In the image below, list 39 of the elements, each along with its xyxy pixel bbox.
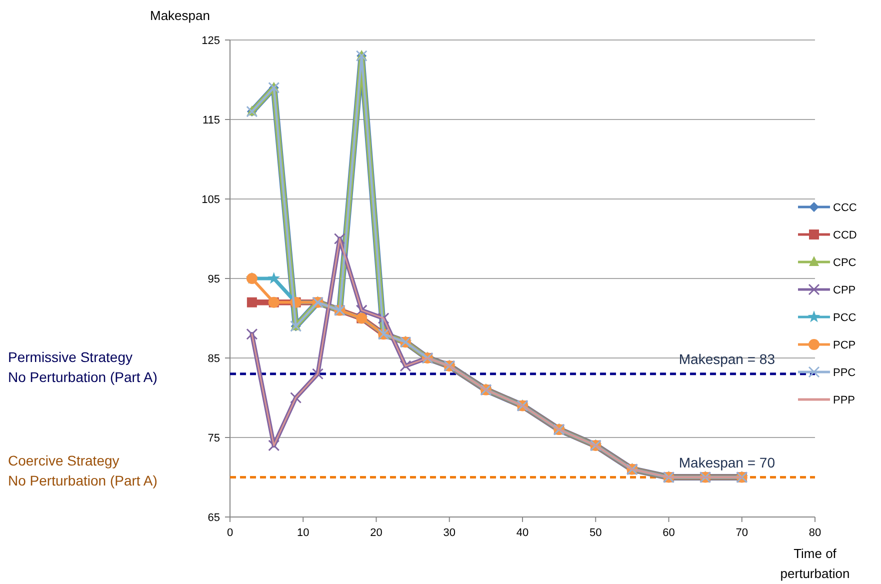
legend-label: PPC [833, 366, 856, 379]
x-tick-label: 60 [662, 527, 675, 539]
legend-label: CCD [833, 229, 857, 242]
point [290, 392, 302, 404]
x-tick-label: 50 [590, 527, 602, 539]
y-tick-label: 95 [208, 273, 220, 286]
point [334, 233, 346, 244]
text: Coercive Strategy No Perturbation (Part A) [8, 452, 158, 488]
point [378, 312, 390, 324]
legend-label: CCC [833, 202, 857, 214]
x-tick-label: 40 [516, 527, 529, 539]
x-tick-label: 20 [370, 527, 382, 539]
point [246, 297, 257, 308]
point [268, 440, 280, 452]
point [356, 304, 368, 316]
legend-label: PCC [833, 312, 856, 324]
x-tick-label: 30 [443, 527, 456, 539]
ref-line-label: Makespan = 70 [678, 454, 776, 470]
y-tick-label: 105 [202, 194, 220, 206]
legend-label: CPP [833, 284, 856, 296]
x-axis-title: Time of perturbation [780, 546, 850, 581]
x-tick-label: 0 [226, 527, 234, 539]
legend-label: PPP [833, 394, 856, 406]
y-tick-label: 115 [202, 114, 220, 126]
legend-label: CPC [833, 256, 856, 269]
ref-line-label: Makespan = 83 [678, 350, 776, 367]
point [246, 328, 258, 340]
point [400, 360, 412, 372]
y-tick-label: 65 [208, 512, 220, 524]
y-tick-label: 75 [208, 432, 220, 444]
legend-label: PCP [833, 339, 856, 352]
point [268, 272, 280, 284]
y-tick-label: 85 [208, 352, 220, 365]
y-tick-label: 125 [202, 34, 220, 47]
text: Permissive Strategy No Perturbation (Part A) [8, 348, 158, 385]
x-tick-label: 70 [736, 527, 748, 539]
y-axis-title: Makespan [150, 8, 210, 23]
x-tick-label: 80 [808, 527, 822, 539]
x-tick-label: 10 [297, 527, 310, 539]
